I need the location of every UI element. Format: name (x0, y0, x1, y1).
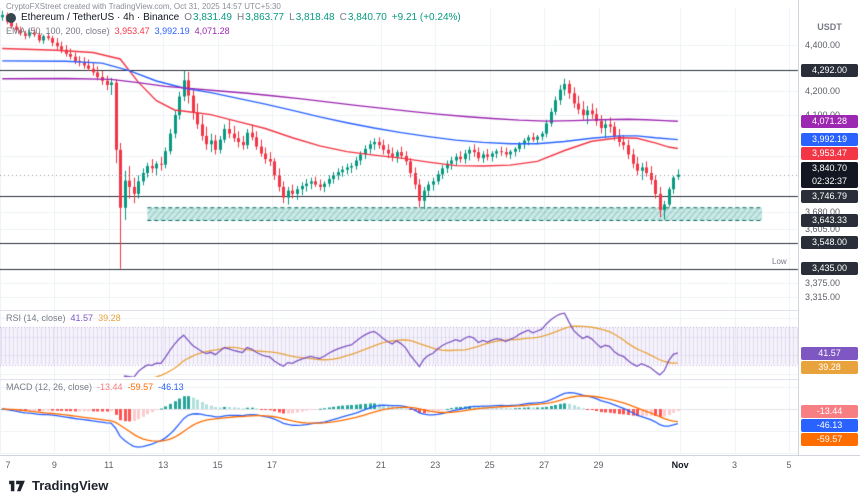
price-axis-label: 3,680.00 (805, 206, 841, 217)
price-axis-label: 3,605.00 (805, 224, 841, 235)
badge-price-text: 3,840.70 (811, 162, 848, 173)
price-axis-label: 4,200.00 (805, 86, 841, 97)
badge-price-text: -46.13 (816, 420, 843, 431)
rsi-badge: 39.28 (801, 361, 858, 375)
badge-price-text: -13.44 (816, 406, 843, 417)
pane-divider-main-rsi[interactable] (0, 310, 860, 311)
change-value: +9.21 (+0.24%) (391, 12, 461, 23)
time-axis-label: 13 (158, 460, 169, 470)
price-axis-label: 4,100.00 (805, 110, 840, 120)
symbol-title: Ethereum / TetherUS · 4h · Binance (21, 12, 180, 23)
time-axis-label: 25 (484, 460, 495, 470)
time-axis-label: 17 (267, 460, 278, 470)
time-axis-label: 15 (212, 460, 223, 470)
badge-price-text: 3,435.00 (811, 263, 848, 274)
badge-price-text: 41.57 (818, 348, 841, 359)
rsi-ma-value: 39.28 (98, 313, 121, 323)
macd-badge: -13.44 (801, 405, 858, 419)
rsi-value: 41.57 (70, 313, 94, 323)
tradingview-logo-text: TradingView (32, 478, 109, 493)
price-level-badge: 3,746.79 (801, 189, 858, 203)
ohlc-close: C 3,840.70 (339, 12, 387, 23)
time-axis-label: Nov (671, 460, 689, 470)
badge-price-text: 3,992.19 (811, 134, 848, 145)
time-axis[interactable]: 7 9 11 13 15 17 21 23 25 27 29 Nov 3 5 (0, 455, 860, 475)
macd-badge: -59.57 (801, 433, 858, 447)
low-line-label: Low (772, 257, 787, 266)
ohlc-open: O 3,831.49 (184, 12, 232, 23)
badge-price-text: 3,548.00 (811, 237, 848, 248)
price-level-badge: 3,643.33 (801, 213, 858, 227)
macd-hist-value: -13.44 (97, 382, 123, 392)
tradingview-logo[interactable]: TradingView (8, 478, 108, 493)
time-axis-label: 27 (539, 460, 550, 470)
ohlc-low: L 3,818.48 (289, 12, 335, 23)
macd-line-value: -46.13 (158, 382, 184, 392)
badge-price-text: 3,953.47 (811, 148, 848, 159)
ema-price-badge: 3,992.19 (801, 133, 858, 147)
time-axis-label: 29 (593, 460, 604, 470)
ema-price-badge: 3,953.47 (801, 147, 858, 161)
rsi-legend[interactable]: RSI (14, close) 41.57 39.28 (6, 313, 121, 323)
price-axis[interactable]: USDT 4,400.004,200.004,100.003,920.003,6… (798, 0, 860, 455)
badge-price-text: 3,643.33 (811, 214, 848, 225)
tradingview-logo-icon (9, 480, 25, 491)
ema50-value: 3,953.47 (114, 26, 150, 36)
symbol-legend[interactable]: Ethereum / TetherUS · 4h · Binance O 3,83… (6, 12, 461, 23)
time-axis-label: 11 (104, 460, 114, 470)
time-axis-label: 5 (786, 460, 792, 470)
rsi-legend-label: RSI (14, close) (6, 313, 66, 323)
ema-price-badge: 4,071.28 (801, 114, 858, 128)
badge-price-text: 4,071.28 (811, 115, 848, 126)
time-axis-label: 3 (732, 460, 738, 470)
badge-price-text: 39.28 (818, 362, 841, 373)
ema100-value: 3,992.19 (154, 26, 190, 36)
price-level-badge: 3,435.00 (801, 262, 858, 276)
price-axis-label: 3,375.00 (805, 277, 841, 288)
time-axis-label: 21 (375, 460, 386, 470)
last-price-badge: 3,840.70 02:32:37 (801, 161, 858, 188)
time-axis-label: 9 (51, 460, 57, 470)
countdown: 02:32:37 (811, 175, 848, 186)
macd-badge: -46.13 (801, 419, 858, 433)
ema200-value: 4,071.28 (194, 26, 230, 36)
ema-legend[interactable]: EMA (50, 100, 200, close) 3,953.47 3,992… (6, 26, 230, 36)
rsi-badge: 41.57 (801, 347, 858, 361)
badge-price-text: 4,292.00 (811, 64, 848, 75)
price-level-badge: 3,548.00 (801, 236, 858, 250)
macd-legend-label: MACD (12, 26, close) (6, 382, 93, 392)
macd-signal-value: -59.57 (127, 382, 154, 392)
watermark: CryptoFXStreet created with TradingView.… (6, 2, 281, 11)
price-axis-label: 3,315.00 (805, 291, 841, 302)
symbol-logo-icon (6, 12, 16, 23)
pane-divider-rsi-macd[interactable] (0, 379, 860, 380)
ema-legend-label: EMA (50, 100, 200, close) (6, 26, 110, 36)
time-axis-label: 23 (430, 460, 441, 470)
price-axis-label: 4,400.00 (805, 40, 841, 51)
macd-legend[interactable]: MACD (12, 26, close) -13.44 -59.57 -46.1… (6, 382, 184, 392)
badge-price-text: 3,746.79 (811, 190, 848, 201)
ohlc-high: H 3,863.77 (236, 12, 285, 23)
time-axis-label: 7 (5, 460, 11, 470)
price-level-badge: 4,292.00 (801, 63, 858, 77)
currency-label: USDT (817, 22, 842, 32)
badge-price-text: -59.57 (816, 434, 843, 445)
